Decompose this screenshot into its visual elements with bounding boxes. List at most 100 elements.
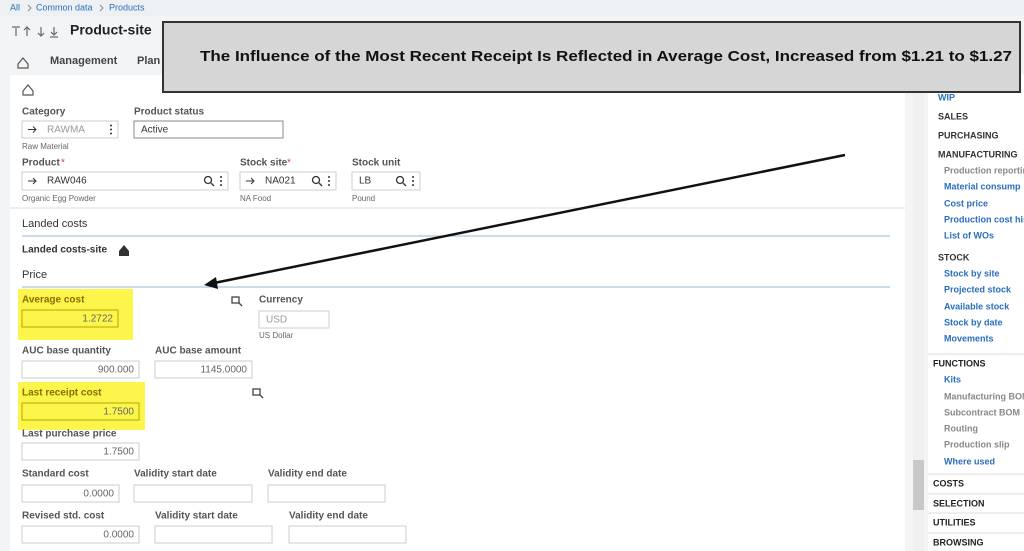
home-icon[interactable] [22,84,34,96]
home-icon[interactable] [17,57,29,69]
sidebar-item[interactable]: Movements [944,333,994,343]
input-box[interactable] [21,484,120,503]
sidebar-item[interactable]: UTILITIES [933,517,976,527]
sidebar-item[interactable]: Production slip [944,439,1010,449]
search-icon [402,182,407,187]
zoom-icon[interactable] [252,388,264,399]
sidebar-item[interactable]: Manufacturing BOM [944,391,1024,401]
sidebar-item: SALES [938,111,968,121]
field-value: 1145.0000 [200,365,247,376]
menu-icon[interactable] [220,180,222,182]
sidebar-item[interactable]: Stock by date [944,317,1003,327]
menu-icon[interactable] [328,176,330,178]
sidebar-item[interactable]: BROWSING [933,537,984,547]
input-box[interactable] [21,309,119,328]
search-icon [210,182,215,187]
search-icon[interactable] [203,175,213,185]
home-icon[interactable] [119,245,129,256]
sidebar [928,75,1024,551]
input-box[interactable] [154,525,273,544]
menu-icon[interactable] [412,184,414,186]
sidebar-item[interactable]: Routing [944,423,978,433]
breadcrumb-separator [27,4,104,12]
field-label: Validity start date [134,469,217,480]
sidebar-item[interactable]: Cost price [944,198,988,208]
field-label: Product [22,158,60,169]
menu-icon[interactable] [110,132,112,135]
field-value: RAWMA [47,125,85,136]
input-box[interactable] [351,171,421,191]
field-value: NA021 [265,176,296,187]
menu-icon[interactable] [412,180,414,182]
input-box[interactable] [21,360,140,379]
sidebar-item[interactable]: FUNCTIONS [933,358,986,368]
field-label: Standard cost [22,469,89,480]
form-panel [10,75,905,551]
section-title: Price [22,269,47,281]
sidebar-item[interactable]: Subcontract BOM [944,407,1020,417]
sidebar-item[interactable]: Stock by site [944,268,1000,278]
sidebar-item[interactable]: Production cost his [944,214,1024,224]
breadcrumb[interactable]: Common data [36,2,93,12]
field-value: 1.7500 [103,447,134,458]
field-value: 900.000 [98,365,135,376]
menu-icon[interactable] [328,180,330,182]
input-box[interactable] [288,525,407,544]
sidebar-item[interactable]: List of WOs [944,230,994,240]
sidebar-item[interactable]: Kits [944,374,961,384]
input-box[interactable] [21,442,140,461]
field-label: Last receipt cost [22,388,102,399]
input-box[interactable] [258,310,330,329]
field-label: Landed costs-site [22,245,107,256]
section-title: Landed costs [22,218,88,230]
field-label: Validity end date [289,511,368,522]
scrollbar [913,80,924,551]
field-label: Stock unit [352,158,401,169]
field-value: LB [359,176,372,187]
sidebar-item: STOCK [938,252,970,262]
menu-icon[interactable] [220,184,222,186]
highlight [18,382,145,430]
search-icon[interactable] [311,175,321,185]
field-value: 1.2722 [82,314,113,325]
input-box[interactable] [154,360,253,379]
search-icon[interactable] [395,175,405,185]
sidebar-item[interactable]: COSTS [933,478,964,488]
breadcrumb[interactable]: Products [109,2,145,12]
field-value: 1.7500 [103,407,134,418]
sidebar-item[interactable]: Projected stock [944,284,1012,294]
link-arrow [32,126,37,133]
toolbar-icons[interactable] [12,26,58,38]
tab[interactable]: Management [50,55,118,67]
input-box[interactable] [21,525,140,544]
input-box[interactable] [21,402,140,421]
field-label: Revised std. cost [22,511,105,522]
field-label: Last purchase price [22,429,117,440]
zoom-icon[interactable] [231,296,243,307]
input-box[interactable] [133,120,284,139]
field-description: Raw Material [22,142,69,151]
sidebar-item[interactable]: SELECTION [933,498,985,508]
sidebar-item[interactable]: WIP [938,92,955,102]
input-box[interactable] [239,171,337,191]
callout-text: The Influence of the Most Recent Receipt… [200,48,1012,65]
menu-icon[interactable] [110,128,112,131]
sidebar-item[interactable]: Production reportin [944,165,1024,175]
input-box[interactable] [21,120,119,139]
field-label: Stock site [240,158,288,169]
field-description: Pound [352,194,375,203]
scroll-thumb[interactable] [913,460,924,510]
sidebar-item[interactable]: Material consump [944,181,1021,191]
menu-icon[interactable] [110,124,112,127]
tab[interactable]: Plan [137,55,161,67]
sidebar-item[interactable]: Available stock [944,301,1010,311]
menu-icon[interactable] [328,184,330,186]
input-box[interactable] [267,484,386,503]
menu-icon[interactable] [220,176,222,178]
menu-icon[interactable] [412,176,414,178]
sidebar-item[interactable]: Where used [944,456,995,466]
field-label: Average cost [22,295,85,306]
input-box[interactable] [133,484,253,503]
input-box[interactable] [21,171,229,191]
required-mark: * [287,158,291,169]
